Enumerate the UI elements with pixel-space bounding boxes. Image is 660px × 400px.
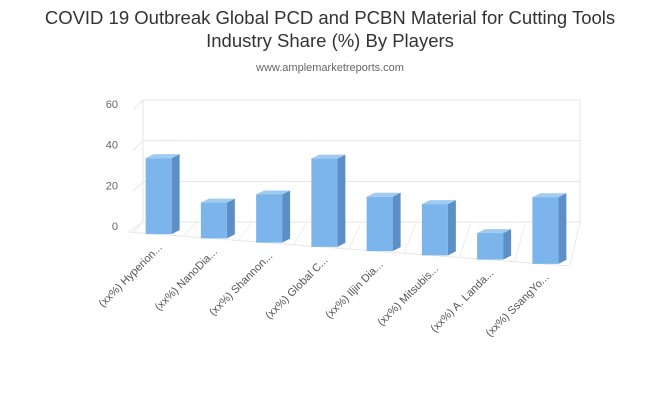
bar-top (477, 229, 512, 234)
bar-top (366, 192, 401, 197)
chart-title: COVID 19 Outbreak Global PCD and PCBN Ma… (44, 7, 616, 51)
x-tick-label: (xx%) A. Landa... (429, 267, 497, 335)
x-tick-label: (xx%) Mitsubis... (375, 263, 441, 329)
floor-gridline (569, 221, 581, 267)
bar-top (145, 154, 180, 159)
bar (256, 194, 283, 243)
floor-gridline (293, 221, 308, 245)
y-tick-label: 0 (112, 221, 118, 233)
bar-top (532, 193, 567, 198)
bar-top (311, 154, 346, 159)
x-tick-label: (xx%) Iljin Dia... (323, 259, 386, 322)
bar-side (558, 193, 567, 264)
bar-side (282, 190, 291, 243)
y-tick-label: 60 (106, 99, 118, 111)
floor-gridline (348, 221, 362, 250)
floor-gridline (514, 221, 526, 262)
floor-gridline (459, 221, 472, 258)
gridline-side (132, 180, 144, 192)
floor-gridline (182, 221, 198, 237)
y-tick-label: 20 (106, 180, 118, 192)
bar (145, 158, 172, 235)
bar (311, 158, 338, 247)
y-tick-label: 40 (106, 140, 118, 152)
x-tick-label: (xx%) SsangYo... (484, 272, 552, 340)
bar-top (256, 190, 291, 195)
bar (366, 196, 393, 252)
bar (421, 204, 448, 256)
bar-side (447, 200, 456, 256)
bar-side (226, 198, 235, 239)
gridline-side (132, 140, 144, 152)
x-tick-label: (xx%) Shannon... (207, 250, 275, 318)
floor-gridline (403, 221, 417, 254)
x-tick-label: (xx%) Hyperion... (97, 242, 165, 310)
floor-gridline (238, 221, 253, 241)
bar-top (421, 200, 456, 205)
floor-gridline (127, 221, 144, 233)
chart-subtitle: www.amplemarketreports.com (256, 62, 404, 74)
bar-side (171, 154, 180, 235)
bar (477, 233, 504, 260)
chart-floor (126, 221, 581, 267)
bar (532, 197, 559, 264)
bar-side (392, 192, 401, 252)
gridline-side (132, 99, 144, 111)
bar-top (200, 198, 235, 203)
bar-side (503, 229, 512, 260)
x-tick-label: (xx%) Global C... (263, 255, 330, 322)
bar-side (337, 154, 346, 247)
bar (200, 202, 227, 239)
x-tick-label: (xx%) NanoDia... (153, 246, 220, 313)
